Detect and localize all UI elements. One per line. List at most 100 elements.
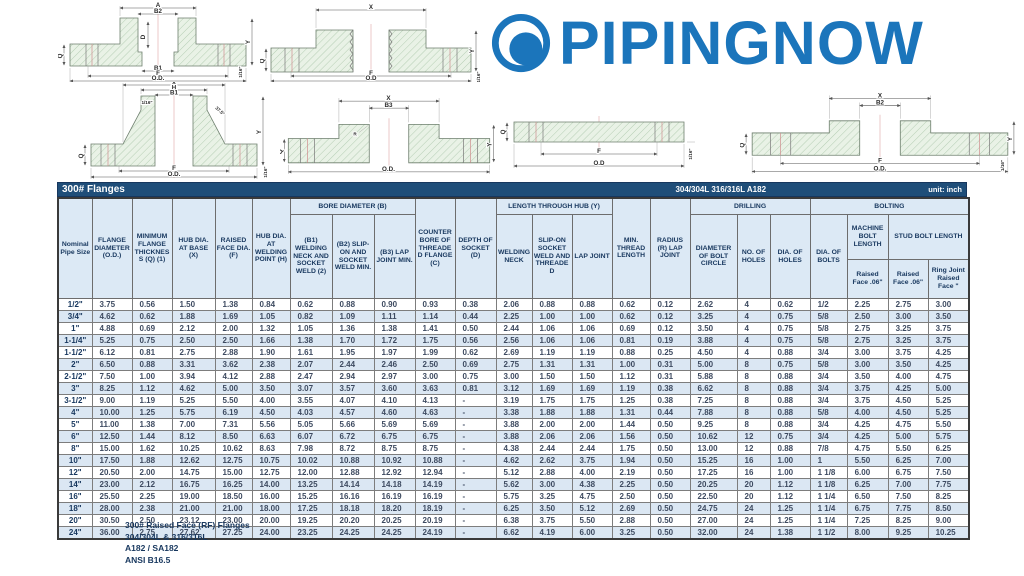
value-cell: 5.05 bbox=[289, 418, 333, 431]
value-cell: 16 bbox=[736, 466, 771, 479]
value-cell: 10.25 bbox=[171, 442, 216, 455]
value-cell: 1.14 bbox=[414, 310, 456, 323]
value-cell: 0.88 bbox=[769, 370, 811, 383]
value-cell: 0.50 bbox=[649, 514, 691, 527]
value-cell: 1.72 bbox=[373, 334, 416, 347]
value-cell: 2.46 bbox=[373, 358, 416, 371]
value-cell: 12.00 bbox=[289, 466, 333, 479]
value-cell: 1.56 bbox=[611, 430, 651, 443]
lap-joint-flange-drawing: X B3 Q R Y O.D. bbox=[280, 94, 496, 174]
value-cell: 2.12 bbox=[171, 322, 216, 335]
value-cell: 1 1/4 bbox=[809, 514, 848, 527]
value-cell: 0.62 bbox=[611, 298, 651, 311]
value-cell: 22.50 bbox=[689, 490, 738, 503]
col-header-hub-base: HUB DIA. AT BASE (X) bbox=[171, 197, 216, 299]
value-cell: 2.47 bbox=[289, 370, 333, 383]
value-cell: 3.55 bbox=[289, 394, 333, 407]
value-cell: 17.25 bbox=[289, 502, 333, 515]
table-row: 16" 25.50 2.25 19.00 18.50 16.00 15.25 16.16 16.… bbox=[57, 490, 970, 503]
value-cell: 0.75 bbox=[769, 322, 811, 335]
value-cell: - bbox=[454, 406, 497, 419]
dim-label: Q bbox=[58, 53, 64, 58]
value-cell: 18.19 bbox=[414, 502, 456, 515]
dim-label: R bbox=[353, 131, 357, 136]
value-cell: 4.00 bbox=[251, 394, 291, 407]
dim-label: F bbox=[878, 157, 882, 164]
value-cell: 3/4 bbox=[809, 346, 848, 359]
value-cell: 23.00 bbox=[91, 478, 133, 491]
value-cell: 4.07 bbox=[331, 394, 375, 407]
dim-label: F bbox=[597, 148, 601, 155]
value-cell: 2.88 bbox=[611, 514, 651, 527]
table-row: 1" 4.88 0.69 2.12 2.00 1.32 1.05 1.36 1.38 1.41 0.… bbox=[57, 322, 970, 335]
value-cell: 2.97 bbox=[373, 370, 416, 383]
value-cell: 15.25 bbox=[689, 454, 738, 467]
dim-label: B1 bbox=[154, 65, 162, 72]
value-cell: 2.06 bbox=[495, 298, 533, 311]
value-cell: 2.38 bbox=[251, 358, 291, 371]
value-cell: 14.75 bbox=[171, 466, 216, 479]
value-cell: 5.25 bbox=[91, 334, 133, 347]
value-cell: 0.88 bbox=[769, 346, 811, 359]
nominal-size-cell: 2-1/2" bbox=[57, 370, 93, 383]
value-cell: 0.56 bbox=[454, 334, 497, 347]
col-header-dia-holes: DIA. OF HOLES bbox=[769, 214, 811, 299]
value-cell: 3.94 bbox=[171, 370, 216, 383]
value-cell: 0.75 bbox=[769, 430, 811, 443]
value-cell: 1.31 bbox=[531, 358, 573, 371]
value-cell: 3.50 bbox=[846, 370, 889, 383]
value-cell: 6.12 bbox=[91, 346, 133, 359]
value-cell: 1.38 bbox=[769, 526, 811, 540]
value-cell: 4 bbox=[736, 298, 771, 311]
value-cell: 0.62 bbox=[131, 310, 173, 323]
value-cell: 1.62 bbox=[131, 442, 173, 455]
value-cell: 0.62 bbox=[611, 310, 651, 323]
value-cell: 6.75 bbox=[373, 430, 416, 443]
nominal-size-cell: 1/2" bbox=[57, 298, 93, 311]
value-cell: 10.25 bbox=[927, 526, 970, 540]
group-header-bore: BORE DIAMETER (B) bbox=[289, 197, 416, 215]
value-cell: 2.25 bbox=[495, 310, 533, 323]
value-cell: 4.10 bbox=[373, 394, 416, 407]
value-cell: 12 bbox=[736, 442, 771, 455]
value-cell: 4.50 bbox=[251, 406, 291, 419]
value-cell: 15.00 bbox=[214, 466, 253, 479]
dim-label: F bbox=[156, 70, 160, 77]
value-cell: 18.50 bbox=[214, 490, 253, 503]
value-cell: 2.50 bbox=[846, 310, 889, 323]
value-cell: 6.25 bbox=[846, 478, 889, 491]
footer-notes: 300# Raised Face (RF) Flanges 304/304L &… bbox=[125, 520, 250, 566]
value-cell: 0.50 bbox=[454, 322, 497, 335]
value-cell: 3.63 bbox=[414, 382, 456, 395]
logo: PIPINGNOW bbox=[490, 6, 1020, 80]
value-cell: 6.25 bbox=[495, 502, 533, 515]
value-cell: 5.69 bbox=[414, 418, 456, 431]
value-cell: 12.94 bbox=[414, 466, 456, 479]
value-cell: 1.75 bbox=[414, 334, 456, 347]
value-cell: 6.75 bbox=[887, 466, 929, 479]
value-cell: 2.44 bbox=[495, 322, 533, 335]
dim-label: 1/16" bbox=[141, 100, 152, 105]
value-cell: 24 bbox=[736, 502, 771, 515]
value-cell: 5.25 bbox=[927, 406, 970, 419]
value-cell: 0.38 bbox=[649, 382, 691, 395]
value-cell: 7.50 bbox=[927, 466, 970, 479]
dim-label: B1 bbox=[170, 90, 178, 97]
col-header-radius: RADIUS (R) LAP JOINT bbox=[649, 197, 691, 299]
value-cell: 4.62 bbox=[495, 454, 533, 467]
value-cell: 4.00 bbox=[887, 370, 929, 383]
value-cell: 1.99 bbox=[414, 346, 456, 359]
col-header-hub-weld: HUB DIA. AT WELDING POINT (H) bbox=[251, 197, 291, 299]
group-header-bolting: BOLTING bbox=[809, 197, 970, 215]
value-cell: 7.31 bbox=[214, 418, 253, 431]
value-cell: 0.88 bbox=[611, 346, 651, 359]
nominal-size-cell: 1-1/2" bbox=[57, 346, 93, 359]
value-cell: 16.16 bbox=[331, 490, 375, 503]
dim-label: H bbox=[172, 85, 177, 92]
value-cell: 4.25 bbox=[927, 358, 970, 371]
value-cell: 5.69 bbox=[373, 418, 416, 431]
value-cell: 3.00 bbox=[495, 370, 533, 383]
table-row: 5" 11.00 1.38 7.00 7.31 5.56 5.05 5.66 5.69 5.69-… bbox=[57, 418, 970, 431]
value-cell: 8.75 bbox=[373, 442, 416, 455]
value-cell: 2.00 bbox=[571, 418, 613, 431]
